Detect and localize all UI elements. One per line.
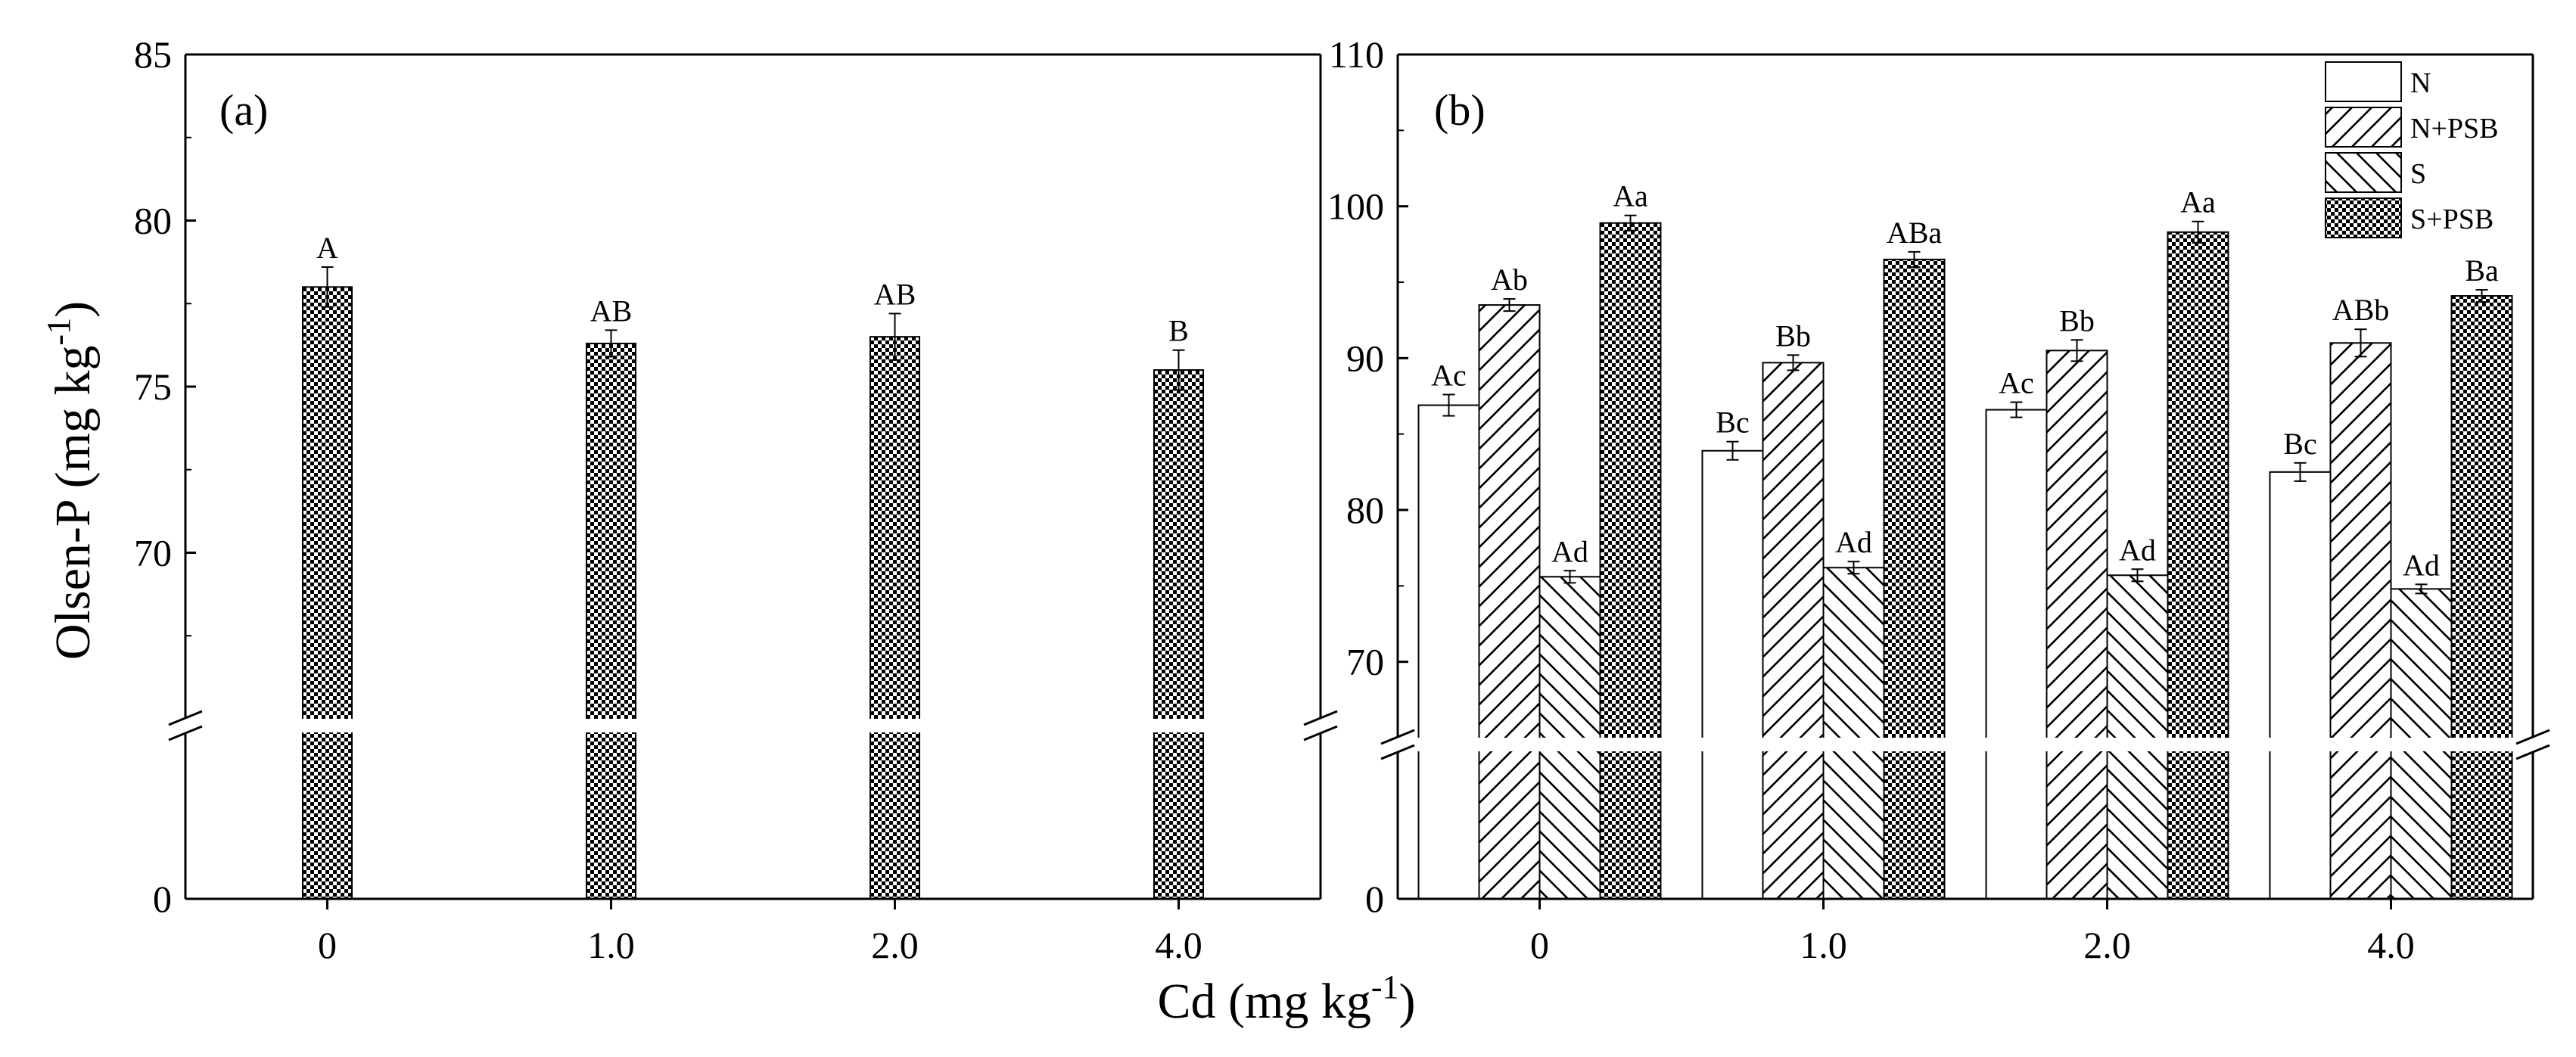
x-tick-label: 0 [318,924,337,966]
bar-label: AB [874,277,916,311]
bar-s-psb-3 [2450,295,2513,900]
bar-s-psb-1 [1883,258,1946,900]
bar-label: Bc [2283,427,2316,461]
bar-label: B [1168,314,1189,348]
x-axis-title-main: Cd (mg kg [1158,974,1371,1029]
legend-label: S [2410,158,2426,190]
break-mark [168,725,203,741]
legend-label: N+PSB [2410,113,2499,145]
bar-n-psb-2 [2046,350,2108,900]
bar-n-2 [1985,409,2048,900]
x-axis-title-end: ) [1399,974,1416,1029]
bar-s-psb-2 [870,336,920,900]
legend-swatch-s [2325,152,2402,193]
bar-s-psb-2 [2167,231,2229,900]
x-tick-label: 2.0 [2083,924,2131,966]
y-tick-label: 0 [153,878,172,920]
axis-break-band [188,719,1318,732]
legend-swatch-n-psb [2325,107,2402,148]
y-tick-label: 80 [1346,489,1384,531]
legend-swatch-s-psb [2325,197,2402,238]
y-axis-title-end: ) [45,301,101,318]
bar-label: Ba [2465,253,2499,288]
bar-s-2 [2106,574,2169,900]
x-axis-title-sup: -1 [1371,968,1399,1006]
y-tick-label: 85 [134,33,172,76]
x-tick-label: 1.0 [587,924,635,966]
bar-label: A [316,231,338,265]
bar-label: Ad [2119,533,2156,567]
bar-s-psb-0 [302,286,353,900]
bar-label: Ad [1551,534,1588,568]
x-tick-label: 0 [1530,924,1549,966]
x-tick-label: 4.0 [1155,924,1202,966]
break-mark [1303,710,1338,726]
bar-label: Aa [2180,185,2216,219]
bar-label: Ad [2403,548,2440,582]
bar-label: Ac [1999,366,2034,400]
x-tick-label: 4.0 [2367,924,2415,966]
x-tick-label: 1.0 [1800,924,1847,966]
bar-n-psb-0 [1478,304,1541,900]
y-tick-label: 110 [1329,33,1384,76]
y-tick-label: 100 [1327,185,1384,228]
bar-label: Ac [1431,358,1467,392]
panel-a: A AB AB B 0 70 75 80 85 0 1.0 2.0 4.0 (a) [134,33,1338,966]
bar-label: Aa [1613,179,1648,213]
panel-b: Ac Bc Ac Bc Ab Bb Bb ABb Ad Ad Ad Ad Aa ABa Aa Ba 0 70 80 9… [1327,33,2550,966]
bar-label: Ab [1491,263,1528,297]
bar-n-psb-1 [1762,362,1825,900]
legend-label: S+PSB [2410,204,2494,235]
axis-break-band [1400,738,2531,751]
legend-swatch-n [2325,61,2402,102]
bar-label: ABa [1887,216,1943,250]
bar-label: Bb [1775,319,1811,353]
legend-label: N [2410,67,2431,99]
x-axis-title: Cd (mg kg-1) [1158,968,1416,1029]
panel-label: (a) [219,85,268,135]
bar-s-psb-1 [586,342,636,900]
y-tick-label: 90 [1346,337,1384,379]
bar-label: Bc [1716,406,1749,440]
bar-s-psb-0 [1599,222,1662,900]
y-axis-title-main: Olsen-P (mg kg [45,346,101,661]
y-tick-label: 75 [134,365,172,408]
bar-s-1 [1822,567,1885,900]
panel-label: (b) [1434,85,1486,135]
bar-s-psb-3 [1153,369,1204,900]
break-mark [2515,744,2550,760]
break-mark [1380,729,1415,745]
y-tick-label: 70 [1346,641,1384,683]
bar-n-1 [1701,449,1764,900]
y-axis-title-sup: -1 [40,318,77,346]
bar-label: AB [590,294,633,328]
break-mark [2515,729,2550,745]
y-tick-label: 70 [134,532,172,574]
y-tick-label: 0 [1365,878,1384,920]
break-mark [1380,744,1415,760]
break-mark [168,710,203,726]
bar-n-0 [1417,404,1480,900]
y-tick-label: 80 [134,200,172,242]
bar-label: ABb [2332,293,2390,327]
bar-label: Ad [1835,525,1872,559]
y-axis-title: Olsen-P (mg kg-1) [40,301,101,660]
break-mark [1303,725,1338,741]
bar-n-psb-3 [2329,342,2392,900]
bar-n-3 [2269,471,2332,900]
x-tick-label: 2.0 [871,924,919,966]
bar-label: Bb [2059,303,2095,337]
